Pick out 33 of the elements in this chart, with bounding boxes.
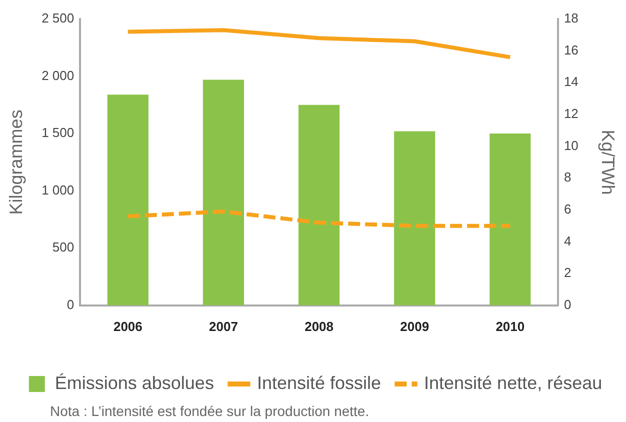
- bar: [202, 80, 244, 306]
- y2-axis-title: Kg/TWh: [598, 130, 618, 195]
- bar: [394, 131, 436, 306]
- x-tick-label: 2006: [113, 318, 142, 334]
- legend-label: Émissions absolues: [54, 372, 214, 393]
- y2-tick-label: 12: [564, 106, 578, 122]
- x-tick-label: 2007: [209, 318, 238, 334]
- x-tick-label: 2008: [304, 318, 334, 334]
- y2-tick-label: 4: [564, 233, 572, 248]
- y-tick-label: 500: [52, 240, 74, 255]
- legend-label: Intensité nette, réseau: [424, 372, 602, 393]
- y2-tick-label: 2: [564, 265, 572, 280]
- y-tick-label: 0: [66, 296, 74, 312]
- bar: [298, 104, 340, 306]
- text: Nota : L’intensité est fondée sur la production nette.: [50, 403, 370, 419]
- x-tick-label: 2010: [496, 318, 525, 334]
- y-tick-label: 2 000: [42, 68, 74, 83]
- bar: [107, 94, 148, 306]
- x-tick-label: 2009: [400, 318, 430, 334]
- y2-tick-label: 0: [564, 296, 572, 312]
- y2-tick-label: 14: [564, 74, 578, 90]
- y2-tick-label: 16: [564, 42, 578, 58]
- y-tick-label: 1 000: [42, 182, 74, 198]
- line-series: [126, 210, 512, 228]
- bar: [490, 134, 531, 306]
- y2-tick-label: 6: [564, 202, 572, 217]
- y-axis-title: Kilogrammes: [6, 110, 26, 215]
- y2-tick-label: 18: [564, 10, 578, 26]
- y2-tick-label: 8: [564, 170, 572, 185]
- y-tick-label: 2 500: [42, 10, 74, 26]
- y2-tick-label: 10: [564, 138, 578, 153]
- legend-label: Intensité fossile: [256, 372, 382, 393]
- y-tick-label: 1 500: [42, 125, 74, 140]
